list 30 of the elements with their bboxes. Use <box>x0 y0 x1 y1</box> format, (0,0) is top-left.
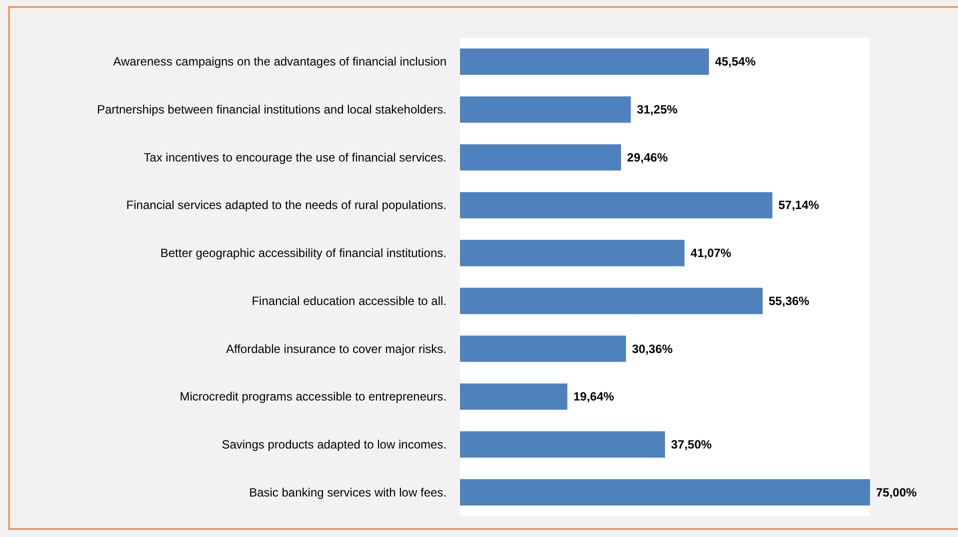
y-tick-label: Tax incentives to encourage the use of financial services. <box>144 150 446 164</box>
data-label: 37,50% <box>671 437 712 452</box>
data-label: 45,54% <box>714 54 756 69</box>
bar <box>460 336 626 362</box>
bar <box>460 144 622 171</box>
y-tick-label: Microcredit programs accessible to entrepreneurs. <box>180 390 446 404</box>
data-label: 41,07% <box>690 246 732 260</box>
y-tick-label: Better geographic accessibility of financial institutions. <box>160 246 446 260</box>
y-tick-label: Financial education accessible to all. <box>252 294 446 308</box>
data-label: 55,36% <box>768 294 810 308</box>
bar <box>460 383 568 410</box>
data-label: 31,25% <box>636 102 678 117</box>
y-tick-label: Financial services adapted to the needs of rural populations. <box>126 198 446 212</box>
data-label: 75,00% <box>876 485 918 500</box>
y-tick-label: Affordable insurance to cover major risks. <box>226 342 446 356</box>
bar <box>460 479 870 506</box>
y-tick-label: Awareness campaigns on the advantages of financial inclusion <box>113 54 446 69</box>
data-label: 29,46% <box>627 150 668 164</box>
bar <box>460 48 709 75</box>
bar <box>460 192 772 218</box>
data-label: 57,14% <box>778 198 820 212</box>
bar <box>460 96 631 123</box>
data-label: 19,64% <box>573 390 614 404</box>
bar <box>460 288 763 314</box>
y-tick-label: Savings products adapted to low incomes. <box>222 437 446 452</box>
bar <box>460 431 665 458</box>
data-label: 30,36% <box>632 342 673 356</box>
y-tick-label: Partnerships between financial institutions and local stakeholders. <box>96 102 446 117</box>
bar <box>460 240 685 266</box>
y-tick-label: Basic banking services with low fees. <box>249 485 446 500</box>
